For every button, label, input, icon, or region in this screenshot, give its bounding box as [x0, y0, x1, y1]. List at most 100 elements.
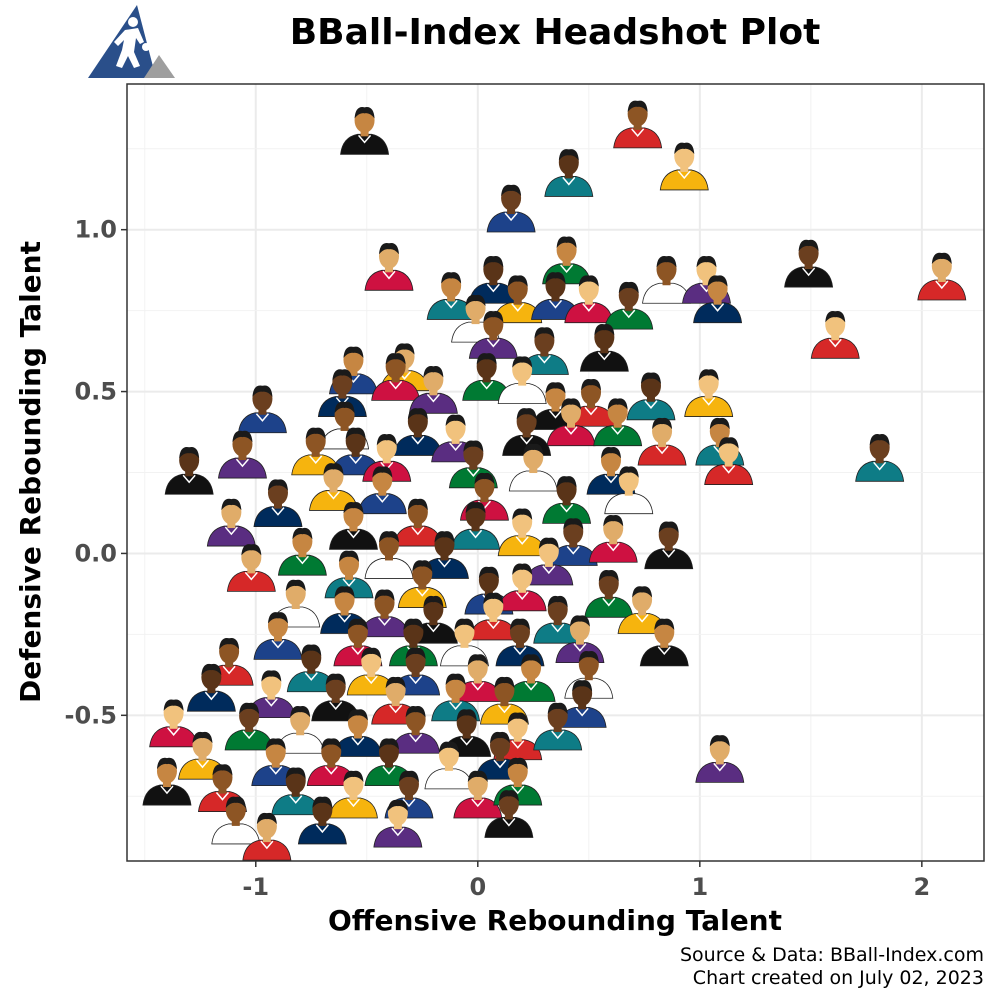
- player-headshot-point: [917, 252, 967, 301]
- x-tick-label: -1: [242, 873, 269, 901]
- logo-small-triangle: [144, 55, 175, 78]
- player-headshot-point: [453, 770, 503, 819]
- y-tick-label: 0.5: [74, 378, 117, 406]
- player-headshot-point: [224, 702, 274, 751]
- player-headshot-point: [497, 356, 547, 405]
- player-headshot-point: [211, 796, 261, 845]
- player-headshot-point: [684, 369, 734, 417]
- player-headshot-point: [309, 463, 358, 511]
- player-headshot-point: [810, 311, 860, 359]
- chart-title: BBall-Index Headshot Plot: [290, 12, 821, 53]
- player-headshot-point: [424, 741, 474, 790]
- x-tick-label: 0: [469, 873, 486, 901]
- panel-border: [126, 83, 985, 862]
- player-headshot-point: [506, 654, 556, 702]
- x-axis-title: Offensive Rebounding Talent: [328, 904, 782, 937]
- player-headshot-point: [497, 508, 547, 557]
- player-headshot-point: [544, 149, 594, 197]
- player-headshot-point: [524, 537, 574, 586]
- player-headshot-point: [855, 434, 905, 482]
- player-headshot-point: [206, 498, 256, 547]
- player-headshot-point: [462, 353, 512, 401]
- player-headshot-point: [440, 618, 489, 667]
- caption-source: Source & Data: BBall-Index.com: [680, 944, 984, 966]
- player-headshot-point: [695, 735, 745, 783]
- player-headshot-point: [637, 417, 687, 466]
- player-headshot-point: [604, 466, 654, 515]
- player-headshot-point: [246, 670, 296, 719]
- player-headshot-point: [508, 443, 558, 492]
- player-headshot-point: [271, 767, 321, 816]
- player-headshot-point: [548, 518, 598, 566]
- player-headshot-point: [468, 592, 518, 641]
- player-headshot-point: [453, 654, 503, 702]
- player-headshot-point: [186, 663, 236, 712]
- player-headshot-point: [484, 790, 534, 838]
- player-headshot-point: [360, 589, 409, 638]
- player-headshot-point: [333, 709, 383, 757]
- player-headshot-point: [468, 311, 518, 359]
- player-headshot-point: [486, 184, 536, 233]
- player-headshot-point: [495, 618, 545, 667]
- player-headshot-point: [329, 502, 378, 550]
- player-headshot-point: [639, 618, 689, 667]
- player-headshot-point: [617, 586, 667, 634]
- player-headshot-point: [142, 757, 192, 806]
- player-headshot-point: [242, 812, 292, 861]
- player-headshot-point: [364, 243, 414, 291]
- headshot-points: [142, 100, 967, 861]
- player-headshot-point: [297, 796, 347, 845]
- player-headshot-point: [626, 372, 676, 421]
- player-headshot-point: [164, 446, 214, 495]
- player-headshot-point: [346, 647, 396, 696]
- player-headshot-point: [420, 531, 469, 579]
- player-headshot-point: [357, 466, 407, 515]
- player-headshot-point: [306, 738, 356, 787]
- player-headshot-point: [393, 498, 443, 547]
- player-headshot-point: [253, 612, 303, 660]
- player-headshot-point: [253, 479, 303, 528]
- player-headshot-point: [784, 239, 834, 288]
- player-headshot-point: [642, 255, 691, 304]
- player-headshot-point: [659, 142, 709, 191]
- player-headshot-point: [364, 531, 414, 579]
- player-headshot-point: [579, 323, 629, 372]
- player-headshot-point: [644, 521, 694, 570]
- player-headshot-point: [493, 275, 543, 324]
- player-headshot-point: [519, 327, 569, 375]
- y-tick-label: 1.0: [74, 216, 117, 244]
- player-headshot-point: [431, 673, 481, 722]
- player-headshot-point: [451, 502, 501, 550]
- player-headshot-point: [311, 673, 361, 722]
- player-headshot-point: [588, 514, 638, 563]
- player-headshot-point: [542, 476, 592, 524]
- player-headshot-point: [546, 398, 596, 447]
- player-headshot-point: [604, 281, 654, 330]
- x-tick-label: 1: [691, 873, 708, 901]
- player-headshot-point: [373, 799, 423, 848]
- player-headshot-point: [218, 430, 267, 479]
- x-axis-ticks: -1 0 1 2: [242, 861, 930, 901]
- x-tick-label: 2: [913, 873, 930, 901]
- player-headshot-point: [226, 544, 276, 592]
- player-headshot-point: [237, 385, 287, 434]
- player-headshot-point: [693, 275, 743, 324]
- player-headshot-point: [329, 770, 378, 819]
- y-tick-label: 0.0: [74, 539, 117, 567]
- player-headshot-point: [704, 437, 754, 485]
- basketball-player-icon: [114, 17, 150, 68]
- player-headshot-point: [391, 705, 441, 754]
- player-headshot-point: [393, 408, 443, 456]
- player-headshot-point: [613, 100, 663, 149]
- player-headshot-point: [533, 595, 583, 644]
- player-headshot-point: [286, 644, 336, 693]
- y-axis-title: Defensive Rebounding Talent: [14, 241, 47, 703]
- caption-date: Chart created on July 02, 2023: [693, 967, 984, 989]
- player-headshot-point: [340, 107, 390, 155]
- logo: [88, 5, 175, 78]
- y-axis-ticks: -0.5 0.0 0.5 1.0: [65, 216, 127, 729]
- player-headshot-point: [275, 705, 325, 754]
- y-tick-label: -0.5: [65, 701, 117, 729]
- player-headshot-point: [584, 570, 634, 618]
